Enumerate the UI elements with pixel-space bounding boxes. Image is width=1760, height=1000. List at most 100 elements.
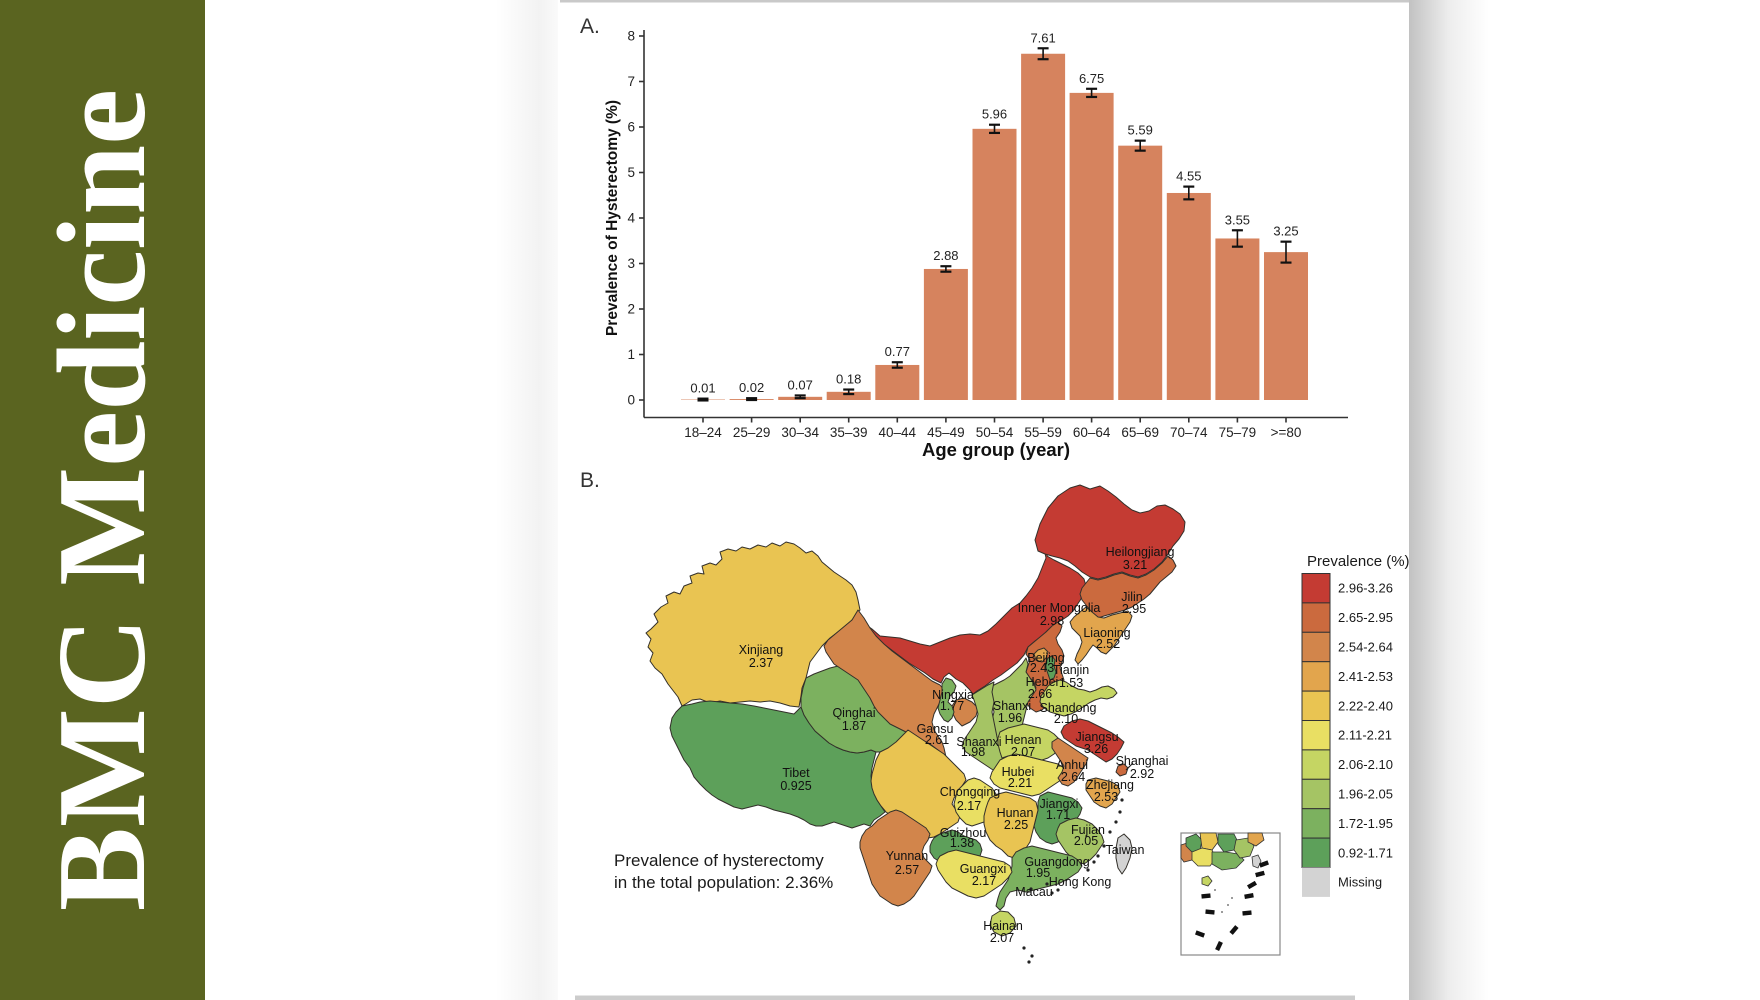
- svg-text:6.75: 6.75: [1079, 71, 1104, 86]
- svg-text:0.18: 0.18: [836, 372, 861, 387]
- svg-text:2.98: 2.98: [1040, 614, 1064, 628]
- svg-text:7: 7: [627, 74, 635, 89]
- svg-text:2.92: 2.92: [1130, 767, 1154, 781]
- svg-text:2.21: 2.21: [1008, 776, 1032, 790]
- svg-text:3.25: 3.25: [1273, 224, 1298, 239]
- svg-text:2.61: 2.61: [925, 733, 949, 747]
- svg-text:7.61: 7.61: [1030, 30, 1055, 45]
- svg-text:Liaoning: Liaoning: [1083, 626, 1130, 640]
- svg-text:30–34: 30–34: [781, 425, 819, 440]
- svg-text:Jiangxi: Jiangxi: [1040, 797, 1079, 811]
- svg-text:Hunan: Hunan: [997, 806, 1034, 820]
- svg-text:Missing: Missing: [1338, 875, 1382, 890]
- svg-text:50–54: 50–54: [976, 425, 1014, 440]
- svg-text:Inner Mongolia: Inner Mongolia: [1018, 601, 1101, 615]
- svg-text:2.05: 2.05: [1074, 834, 1098, 848]
- svg-text:1.96-2.05: 1.96-2.05: [1338, 787, 1393, 802]
- svg-text:0.925: 0.925: [780, 779, 811, 793]
- svg-text:Gansu: Gansu: [917, 722, 954, 736]
- svg-text:Tibet: Tibet: [782, 766, 810, 780]
- svg-text:1.95: 1.95: [1026, 866, 1050, 880]
- svg-text:4.55: 4.55: [1176, 169, 1201, 184]
- svg-text:2: 2: [627, 302, 635, 317]
- svg-text:45–49: 45–49: [927, 425, 965, 440]
- svg-text:65–69: 65–69: [1121, 425, 1159, 440]
- svg-text:Ningxia: Ningxia: [932, 688, 974, 702]
- svg-text:Chongqing: Chongqing: [940, 785, 1001, 799]
- svg-text:3.26: 3.26: [1084, 742, 1108, 756]
- svg-text:Hebei: Hebei: [1026, 675, 1059, 689]
- svg-text:Tianjin: Tianjin: [1053, 663, 1089, 677]
- svg-text:Guangdong: Guangdong: [1024, 855, 1089, 869]
- svg-text:8: 8: [627, 29, 635, 44]
- svg-text:2.88: 2.88: [933, 248, 958, 263]
- svg-text:1.77: 1.77: [940, 699, 964, 713]
- svg-text:Jiangsu: Jiangsu: [1075, 730, 1118, 744]
- svg-text:Guizhou: Guizhou: [940, 826, 987, 840]
- svg-text:Macau: Macau: [1015, 885, 1053, 899]
- svg-text:Taiwan: Taiwan: [1106, 843, 1145, 857]
- svg-text:Qinghai: Qinghai: [832, 706, 875, 720]
- svg-text:2.64: 2.64: [1061, 770, 1085, 784]
- svg-text:75–79: 75–79: [1219, 425, 1257, 440]
- svg-text:Hong Kong: Hong Kong: [1049, 875, 1112, 889]
- svg-text:0.02: 0.02: [739, 380, 764, 395]
- svg-text:2.37: 2.37: [749, 656, 773, 670]
- svg-text:Fujian: Fujian: [1071, 823, 1105, 837]
- svg-text:1.53: 1.53: [1059, 676, 1083, 690]
- svg-text:Prevalence of hysterectomy: Prevalence of hysterectomy: [614, 851, 824, 870]
- svg-text:2.25: 2.25: [1004, 818, 1028, 832]
- svg-text:55–59: 55–59: [1024, 425, 1062, 440]
- svg-text:Shandong: Shandong: [1039, 701, 1096, 715]
- svg-text:70–74: 70–74: [1170, 425, 1208, 440]
- svg-text:Anhui: Anhui: [1056, 758, 1088, 772]
- svg-text:2.06-2.10: 2.06-2.10: [1338, 757, 1393, 772]
- svg-text:>=80: >=80: [1271, 425, 1302, 440]
- svg-text:2.17: 2.17: [957, 799, 981, 813]
- svg-text:6: 6: [627, 120, 635, 135]
- svg-text:1.72-1.95: 1.72-1.95: [1338, 816, 1393, 831]
- svg-text:A.: A.: [580, 15, 600, 38]
- svg-text:4: 4: [627, 211, 635, 226]
- svg-text:1.98: 1.98: [961, 745, 985, 759]
- svg-text:2.53: 2.53: [1094, 790, 1118, 804]
- svg-text:40–44: 40–44: [879, 425, 917, 440]
- svg-text:2.43: 2.43: [1030, 661, 1054, 675]
- svg-text:2.11-2.21: 2.11-2.21: [1338, 728, 1392, 743]
- svg-text:1.87: 1.87: [842, 719, 866, 733]
- svg-text:2.07: 2.07: [1011, 745, 1035, 759]
- svg-text:3.21: 3.21: [1123, 558, 1147, 572]
- svg-text:3.55: 3.55: [1225, 212, 1250, 227]
- svg-text:2.54-2.64: 2.54-2.64: [1338, 640, 1393, 655]
- svg-text:2.65-2.95: 2.65-2.95: [1338, 610, 1393, 625]
- svg-text:5.96: 5.96: [982, 107, 1007, 122]
- svg-text:5: 5: [627, 165, 635, 180]
- svg-text:3: 3: [627, 256, 635, 271]
- svg-text:2.57: 2.57: [895, 863, 919, 877]
- svg-text:0.01: 0.01: [690, 381, 715, 396]
- svg-text:Hainan: Hainan: [983, 919, 1023, 933]
- svg-text:2.95: 2.95: [1122, 602, 1146, 616]
- svg-text:Shaanxi: Shaanxi: [956, 735, 1001, 749]
- svg-text:Guangxi: Guangxi: [960, 862, 1007, 876]
- svg-text:Hubei: Hubei: [1002, 765, 1035, 779]
- svg-text:Prevalence of Hysterectomy (%): Prevalence of Hysterectomy (%): [604, 100, 621, 336]
- svg-text:2.17: 2.17: [972, 874, 996, 888]
- svg-text:Age group (year): Age group (year): [922, 439, 1070, 460]
- svg-text:1.71: 1.71: [1046, 808, 1070, 822]
- svg-text:Prevalence (%): Prevalence (%): [1307, 553, 1410, 570]
- svg-text:35–39: 35–39: [830, 425, 868, 440]
- svg-text:2.10: 2.10: [1054, 712, 1078, 726]
- svg-text:18–24: 18–24: [684, 425, 722, 440]
- svg-text:1.38: 1.38: [950, 836, 974, 850]
- svg-text:Shanxi: Shanxi: [993, 699, 1031, 713]
- svg-text:2.41-2.53: 2.41-2.53: [1338, 669, 1393, 684]
- svg-text:5.59: 5.59: [1128, 123, 1153, 138]
- svg-text:2.07: 2.07: [990, 931, 1014, 945]
- svg-text:25–29: 25–29: [733, 425, 771, 440]
- svg-text:Zhejiang: Zhejiang: [1086, 778, 1134, 792]
- svg-text:Xinjiang: Xinjiang: [739, 643, 784, 657]
- svg-text:2.66: 2.66: [1028, 687, 1052, 701]
- svg-text:2.96-3.26: 2.96-3.26: [1338, 581, 1393, 596]
- svg-text:0: 0: [627, 393, 635, 408]
